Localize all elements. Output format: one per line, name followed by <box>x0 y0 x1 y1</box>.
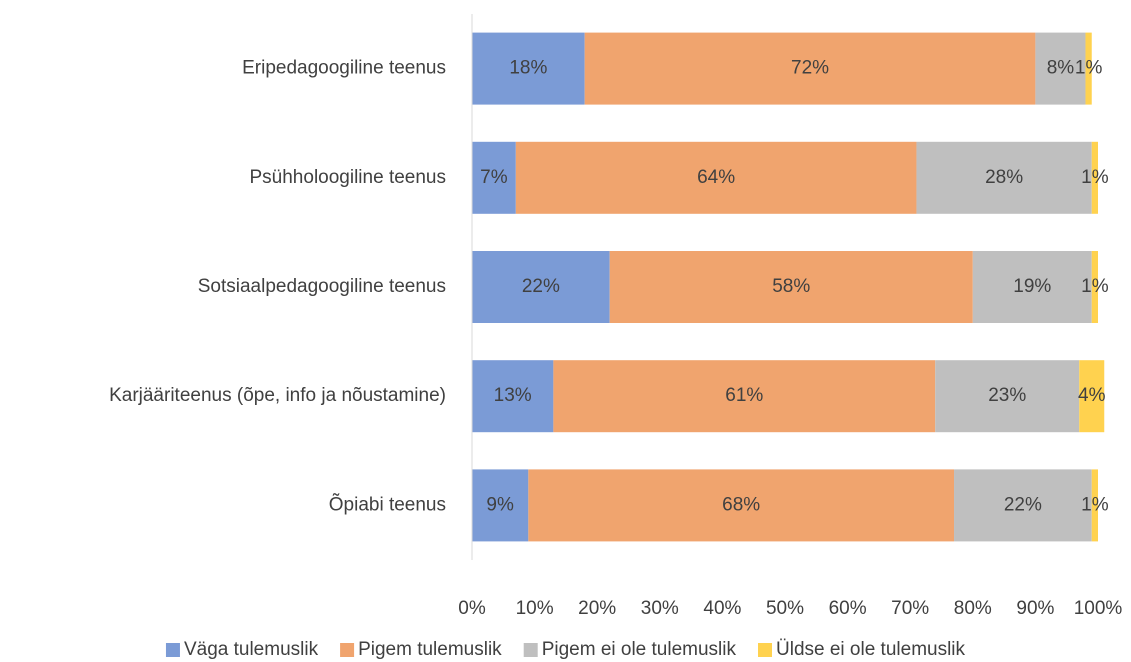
x-tick-label: 40% <box>703 598 741 619</box>
data-label: 68% <box>722 494 760 515</box>
data-label: 22% <box>1004 494 1042 515</box>
x-tick-label: 100% <box>1074 598 1123 619</box>
legend-label: Pigem ei ole tulemuslik <box>542 639 737 660</box>
bar-segment <box>1035 32 1086 105</box>
bar-segment <box>472 469 529 542</box>
bar-segment <box>972 251 1092 323</box>
x-tick-label: 20% <box>578 598 616 619</box>
data-label: 7% <box>480 167 508 188</box>
bar-segment <box>954 469 1092 542</box>
data-label: 18% <box>509 58 547 79</box>
y-tick-label: Sotsiaalpedagoogiline teenus <box>198 276 446 297</box>
data-label: 13% <box>494 385 532 406</box>
legend-swatch <box>340 643 355 657</box>
data-label: 19% <box>1013 276 1051 297</box>
bar-segment <box>584 32 1036 105</box>
x-tick-label: 90% <box>1016 598 1054 619</box>
data-label: 1% <box>1075 58 1103 79</box>
y-tick-label: Eripedagoogiline teenus <box>242 58 446 79</box>
bar-segment <box>1091 251 1098 323</box>
x-tick-label: 70% <box>891 598 929 619</box>
data-label: 1% <box>1081 494 1109 515</box>
legend-swatch <box>758 643 773 657</box>
bar-segment <box>515 141 917 214</box>
legend-label: Pigem tulemuslik <box>358 639 502 660</box>
x-tick-label: 10% <box>516 598 554 619</box>
data-label: 9% <box>486 494 514 515</box>
bar-segment <box>553 360 936 433</box>
data-label: 8% <box>1047 58 1075 79</box>
legend-item: Väga tulemuslik <box>165 639 319 660</box>
legend-swatch <box>523 643 538 657</box>
bar-segment <box>609 251 973 323</box>
data-label: 72% <box>791 58 829 79</box>
x-tick-label: 0% <box>458 598 486 619</box>
data-label: 58% <box>772 276 810 297</box>
bar-segment <box>1091 141 1098 214</box>
legend-item: Üldse ei ole tulemuslik <box>758 639 966 660</box>
bar-segment <box>1085 32 1092 105</box>
bar-segment <box>935 360 1080 433</box>
data-label: 4% <box>1078 385 1106 406</box>
data-label: 1% <box>1081 167 1109 188</box>
y-tick-label: Karjääriteenus (õpe, info ja nõustamine) <box>109 385 446 406</box>
bar-segment <box>1079 360 1105 433</box>
data-label: 61% <box>725 385 763 406</box>
data-label: 22% <box>522 276 560 297</box>
bar-segment <box>528 469 955 542</box>
data-label: 64% <box>697 167 735 188</box>
legend-swatch <box>165 643 180 657</box>
x-tick-label: 60% <box>829 598 867 619</box>
bar-segment <box>1091 469 1098 542</box>
data-label: 23% <box>988 385 1026 406</box>
bar-segment <box>472 141 516 214</box>
legend-item: Pigem tulemuslik <box>340 639 502 660</box>
data-label: 1% <box>1081 276 1109 297</box>
data-label: 28% <box>985 167 1023 188</box>
x-tick-label: 80% <box>954 598 992 619</box>
bar-segment <box>472 360 554 433</box>
y-tick-label: Õpiabi teenus <box>329 493 446 515</box>
x-tick-label: 30% <box>641 598 679 619</box>
legend-label: Väga tulemuslik <box>184 639 319 660</box>
bar-segment <box>916 141 1092 214</box>
legend-item: Pigem ei ole tulemuslik <box>523 639 737 660</box>
y-tick-label: Psühholoogiline teenus <box>250 167 447 188</box>
legend-label: Üldse ei ole tulemuslik <box>776 639 966 660</box>
bar-segment <box>472 251 610 323</box>
x-tick-label: 50% <box>766 598 804 619</box>
bar-segment <box>472 32 585 105</box>
